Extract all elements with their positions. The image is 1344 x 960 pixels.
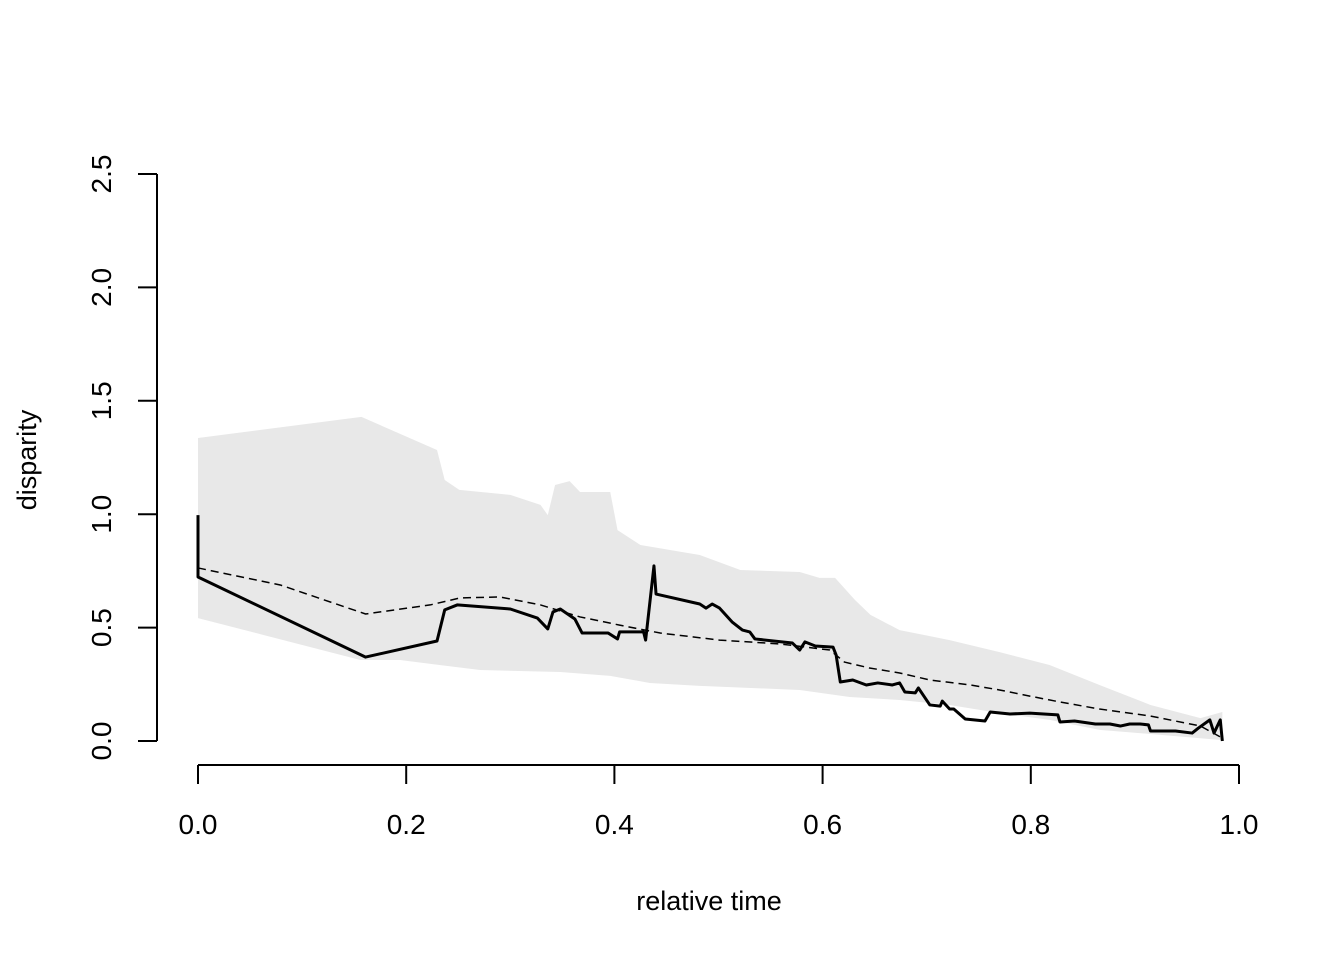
x-tick-label: 0.4 (595, 809, 634, 840)
y-tick-label: 0.0 (86, 722, 117, 761)
observed-disparity-line (196, 515, 1224, 742)
y-axis-title: disparity (12, 409, 42, 510)
x-tick-label: 0.0 (179, 809, 218, 840)
null-model-dashed-line (197, 567, 1223, 739)
y-tick-label: 2.5 (86, 155, 117, 194)
x-axis-title: relative time (636, 886, 782, 916)
x-tick-label: 0.2 (387, 809, 426, 840)
y-tick-label: 1.0 (86, 495, 117, 534)
confidence-band (198, 416, 1223, 741)
x-tick-label: 0.8 (1011, 809, 1050, 840)
y-tick-label: 1.5 (86, 381, 117, 420)
x-tick-label: 0.6 (803, 809, 842, 840)
y-tick-label: 2.0 (86, 268, 117, 307)
x-tick-label: 1.0 (1220, 809, 1259, 840)
y-tick-label: 0.5 (86, 608, 117, 647)
